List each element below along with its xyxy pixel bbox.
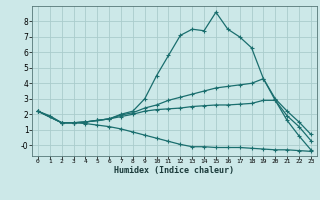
X-axis label: Humidex (Indice chaleur): Humidex (Indice chaleur) <box>115 166 234 175</box>
